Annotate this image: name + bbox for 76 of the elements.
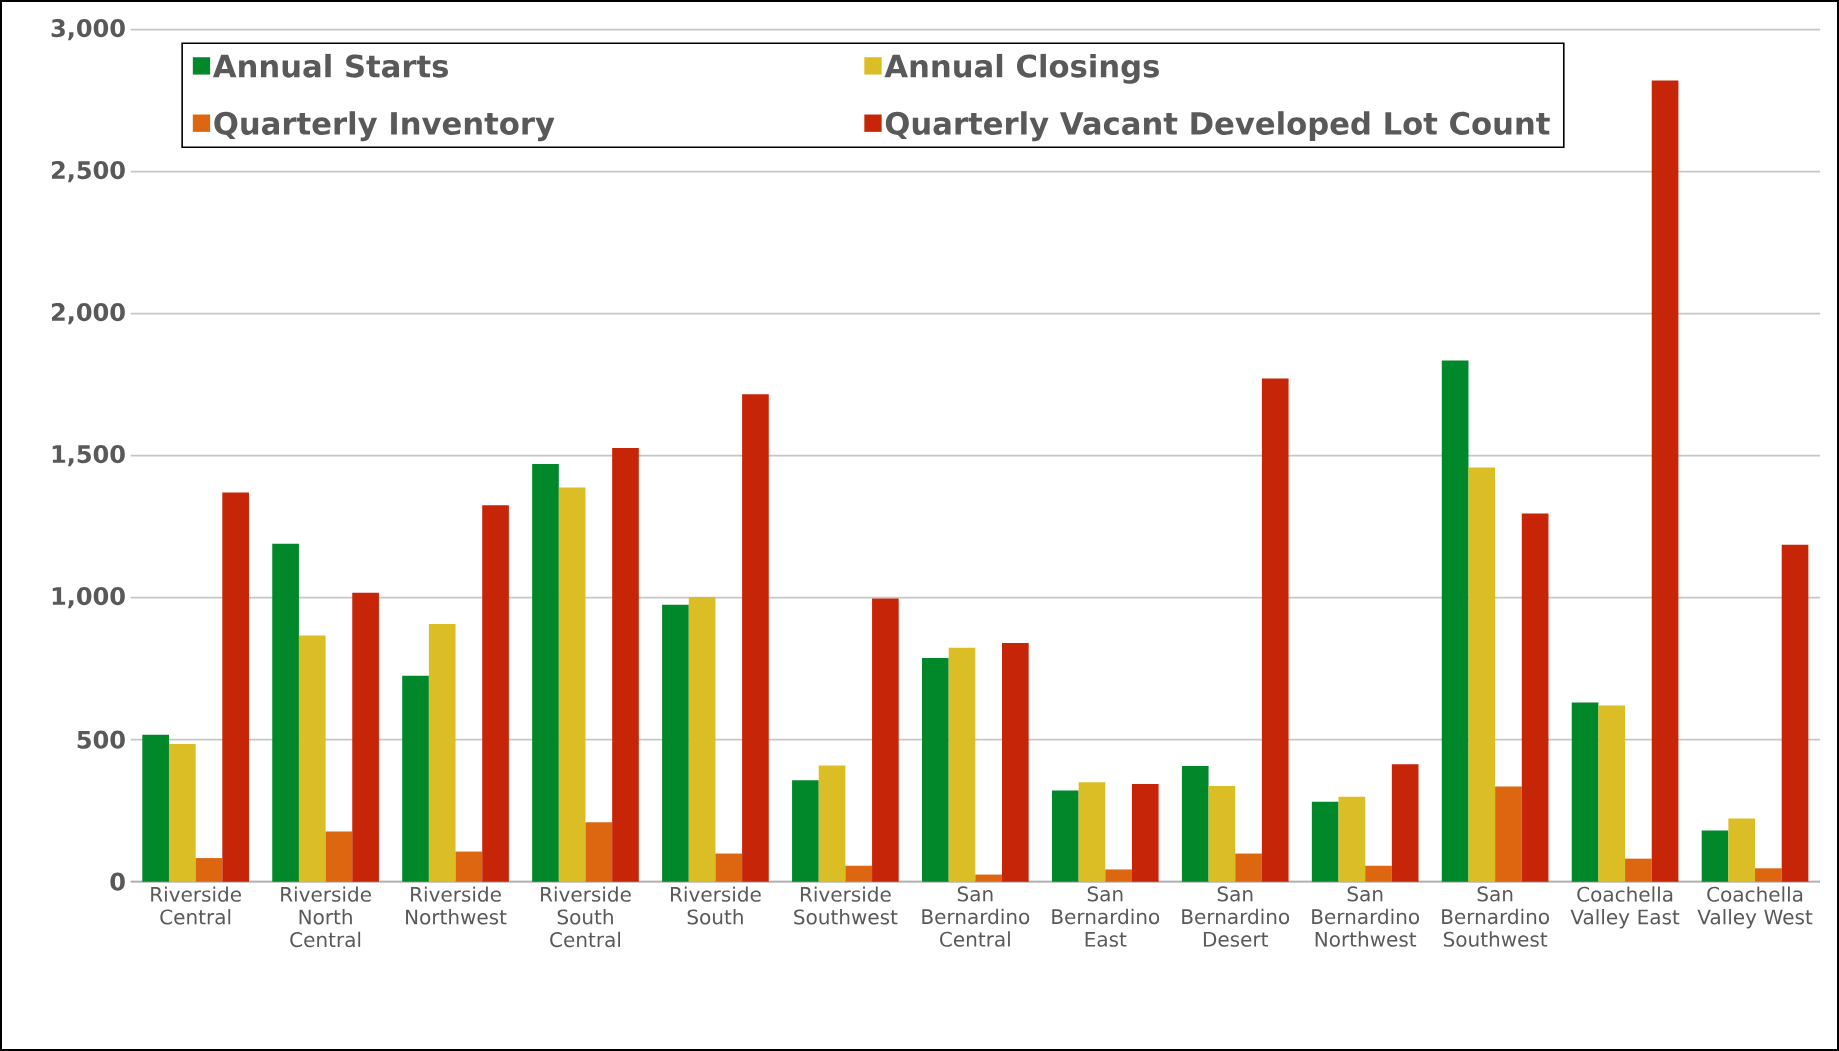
y-tick-label: 500 <box>77 730 125 749</box>
x-tick-label: Riverside Southwest <box>794 886 898 925</box>
y-tick-label: 2,500 <box>51 161 125 183</box>
bar <box>1078 782 1106 882</box>
x-tick-label: San Bernardino Central <box>922 886 1030 947</box>
bar <box>1521 513 1549 882</box>
bar <box>612 448 639 882</box>
bar <box>1701 830 1729 882</box>
x-tick-label: Coachella Valley West <box>1697 886 1813 929</box>
x-tick-label: Riverside South Central <box>541 886 631 948</box>
bar <box>585 822 613 882</box>
bar <box>222 492 249 882</box>
bar <box>1181 766 1209 882</box>
x-tick-label: Riverside North Central <box>281 886 371 948</box>
legend-label: Quarterly Vacant Developed Lot Count <box>885 111 1550 142</box>
x-tick-label: Riverside South <box>671 886 761 925</box>
bar <box>845 865 873 882</box>
bar <box>195 858 223 882</box>
y-tick-label: 3,000 <box>51 19 125 41</box>
bar <box>1208 785 1236 882</box>
bar <box>1365 865 1392 882</box>
bar <box>325 831 353 882</box>
bar <box>1002 643 1029 882</box>
x-tick-label: Coachella Valley East <box>1570 886 1680 929</box>
bar <box>975 874 1002 882</box>
y-tick-label: 2,000 <box>51 303 125 325</box>
bar <box>1598 705 1626 882</box>
bar <box>558 487 586 882</box>
bar <box>688 597 716 882</box>
bar <box>1571 702 1599 882</box>
bar <box>1781 544 1809 882</box>
bar <box>1468 467 1496 882</box>
x-tick-label: San Bernardino East <box>1052 886 1160 947</box>
y-tick-label: 1,000 <box>52 587 125 609</box>
x-tick-label: San Bernardino Desert <box>1182 886 1290 947</box>
bar <box>352 592 379 882</box>
bar <box>1311 801 1339 882</box>
bar <box>455 851 483 882</box>
bar <box>272 543 299 882</box>
bar <box>402 675 429 882</box>
x-tick-label: San Bernardino Northwest <box>1312 886 1420 947</box>
bar <box>948 647 976 882</box>
bar <box>1495 786 1522 882</box>
bar <box>1755 868 1782 882</box>
bar <box>1391 764 1419 882</box>
bar <box>1441 360 1469 882</box>
bar <box>1261 378 1289 882</box>
bar <box>792 780 819 882</box>
y-tick-label: 0 <box>110 872 125 891</box>
bar <box>482 505 509 882</box>
bar <box>872 598 899 882</box>
x-tick-label: Riverside Central <box>151 886 241 925</box>
bar <box>742 394 769 882</box>
bar <box>532 463 559 882</box>
x-tick-label: San Bernardino Southwest <box>1442 886 1549 947</box>
bar <box>1651 80 1679 882</box>
bar <box>818 765 846 882</box>
bar <box>715 853 743 882</box>
legend-label: Annual Closings <box>884 53 1159 84</box>
legend-label: Annual Starts <box>212 53 448 78</box>
bar <box>662 604 689 882</box>
x-tick-label: Riverside Northwest <box>406 886 507 925</box>
bar <box>1338 796 1366 882</box>
y-tick-label: 1,500 <box>52 445 125 467</box>
legend-label: Quarterly Inventory <box>214 111 555 142</box>
bar <box>1051 790 1079 882</box>
bar <box>142 734 169 882</box>
bar <box>298 635 326 882</box>
bar <box>1235 853 1262 882</box>
bar <box>1625 858 1652 882</box>
bar <box>922 657 949 882</box>
bar <box>1728 818 1756 882</box>
bar <box>428 624 456 882</box>
bar <box>1131 783 1159 882</box>
bar <box>1105 869 1132 882</box>
bar <box>168 743 196 882</box>
